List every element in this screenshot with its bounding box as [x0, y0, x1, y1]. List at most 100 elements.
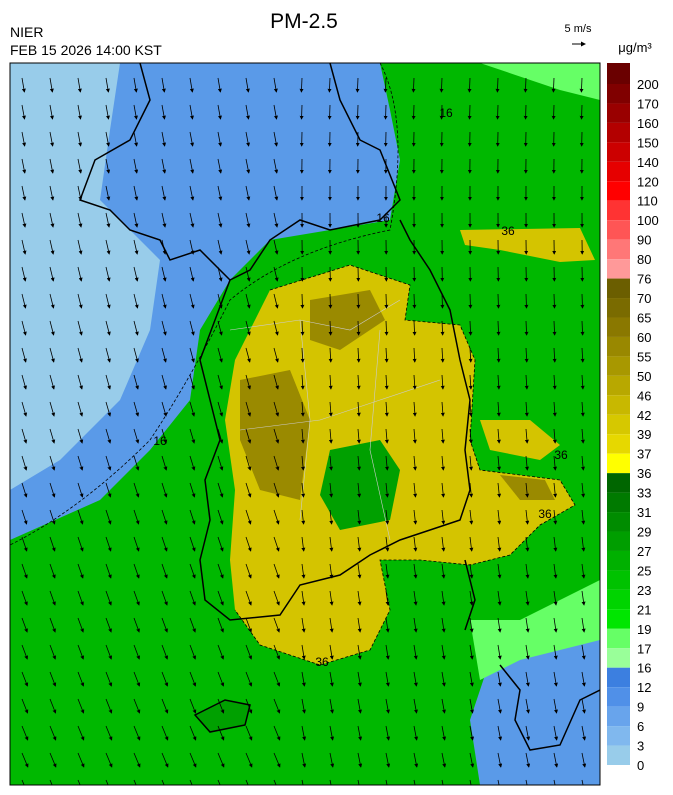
- colorbar-label: 16: [637, 661, 651, 676]
- colorbar-label: 31: [637, 505, 651, 520]
- wind-arrow: [217, 212, 223, 228]
- colorbar-swatch: [607, 239, 630, 260]
- contour-label: 36: [538, 507, 552, 521]
- wind-arrow: [525, 590, 530, 606]
- colorbar-label: 36: [637, 466, 651, 481]
- wind-arrow: [581, 482, 586, 498]
- wind-arrow: [552, 374, 557, 390]
- wind-arrow: [133, 725, 141, 741]
- wind-arrow: [161, 455, 168, 471]
- wind-arrow: [245, 401, 252, 417]
- wind-arrow: [245, 509, 252, 525]
- light-green-region: [380, 63, 600, 100]
- wind-arrow: [497, 482, 502, 498]
- wind-arrow: [49, 266, 55, 282]
- colorbar-label: 70: [637, 291, 651, 306]
- wind-arrow: [581, 509, 586, 525]
- wind-arrow: [356, 428, 361, 444]
- wind-arrow: [497, 590, 502, 606]
- wind-arrow: [245, 239, 251, 255]
- colorbar-label: 6: [637, 719, 644, 734]
- wind-arrow: [133, 320, 139, 336]
- wind-arrow: [525, 536, 530, 552]
- wind-arrow: [217, 428, 224, 444]
- wind-arrow: [273, 347, 279, 363]
- wind-arrow: [21, 644, 29, 660]
- wind-arrow: [329, 671, 334, 687]
- wind-arrow: [217, 725, 225, 741]
- wind-arrow: [245, 266, 251, 282]
- wind-arrow: [105, 509, 112, 525]
- wind-arrow: [49, 374, 55, 390]
- wind-arrow: [496, 320, 501, 336]
- wind-arrow: [189, 212, 195, 228]
- wind-arrow: [469, 455, 474, 471]
- wind-arrow: [525, 482, 530, 498]
- wind-arrow: [217, 104, 222, 120]
- wind-arrow: [245, 671, 253, 687]
- wind-arrow: [356, 347, 361, 363]
- wind-arrow: [77, 698, 85, 714]
- colorbar-label: 42: [637, 408, 651, 423]
- colorbar-swatch: [607, 434, 630, 454]
- wind-arrow: [105, 698, 113, 714]
- wind-arrow: [329, 779, 332, 785]
- wind-arrow: [217, 401, 224, 417]
- wind-arrow: [357, 563, 362, 579]
- light-blue-region: [10, 63, 160, 490]
- contour-label: 16: [153, 434, 167, 448]
- wind-arrow: [105, 725, 113, 741]
- wind-arrow: [301, 644, 306, 660]
- wind-arrow: [189, 725, 197, 741]
- colorbar-swatch: [607, 589, 630, 610]
- wind-arrow: [105, 455, 112, 471]
- yellow-region: [225, 265, 575, 665]
- wind-arrow: [329, 563, 334, 579]
- wind-arrow: [21, 77, 26, 93]
- wind-arrow: [273, 158, 279, 174]
- wind-arrow: [105, 401, 112, 417]
- wind-arrow: [21, 509, 28, 525]
- wind-arrow: [469, 725, 475, 741]
- wind-arrow: [301, 698, 306, 714]
- wind-arrow: [21, 455, 28, 471]
- wind-arrow: [300, 374, 305, 390]
- wind-arrow: [525, 698, 530, 714]
- colorbar-label: 46: [637, 388, 651, 403]
- map-frame: [9, 62, 601, 786]
- light-green-se: [470, 580, 600, 680]
- wind-arrow: [77, 131, 83, 147]
- yellow-band: [480, 420, 560, 460]
- wind-arrow: [469, 779, 472, 785]
- wind-arrow: [273, 671, 281, 687]
- wind-arrow: [21, 293, 27, 309]
- wind-arrow: [133, 77, 138, 93]
- wind-arrow: [161, 698, 169, 714]
- wind-arrow: [217, 131, 223, 147]
- colorbar-swatch: [607, 453, 630, 474]
- wind-arrow: [105, 320, 111, 336]
- wind-arrow: [273, 563, 280, 579]
- wind-arrow: [273, 698, 281, 714]
- wind-arrow: [217, 752, 225, 768]
- wind-arrow: [189, 428, 196, 444]
- wind-arrow: [357, 455, 362, 471]
- wind-arrow: [441, 725, 447, 741]
- wind-arrow: [189, 320, 195, 336]
- wind-arrow: [133, 617, 140, 633]
- wind-arrow: [49, 293, 55, 309]
- wind-arrow: [413, 482, 418, 498]
- wind-arrow: [301, 590, 306, 606]
- wind-arrow: [21, 347, 27, 363]
- wind-arrow: [105, 293, 111, 309]
- colorbar-swatch: [607, 181, 630, 201]
- wind-arrow: [553, 725, 559, 741]
- wind-arrow: [553, 509, 558, 525]
- colorbar-swatch: [607, 84, 630, 104]
- dark-yellow-region: [500, 475, 555, 500]
- wind-arrow: [441, 698, 446, 714]
- wind-arrow: [105, 671, 113, 687]
- wind-arrow: [553, 482, 558, 498]
- wind-arrow: [273, 212, 279, 228]
- colorbar-swatch: [607, 220, 630, 240]
